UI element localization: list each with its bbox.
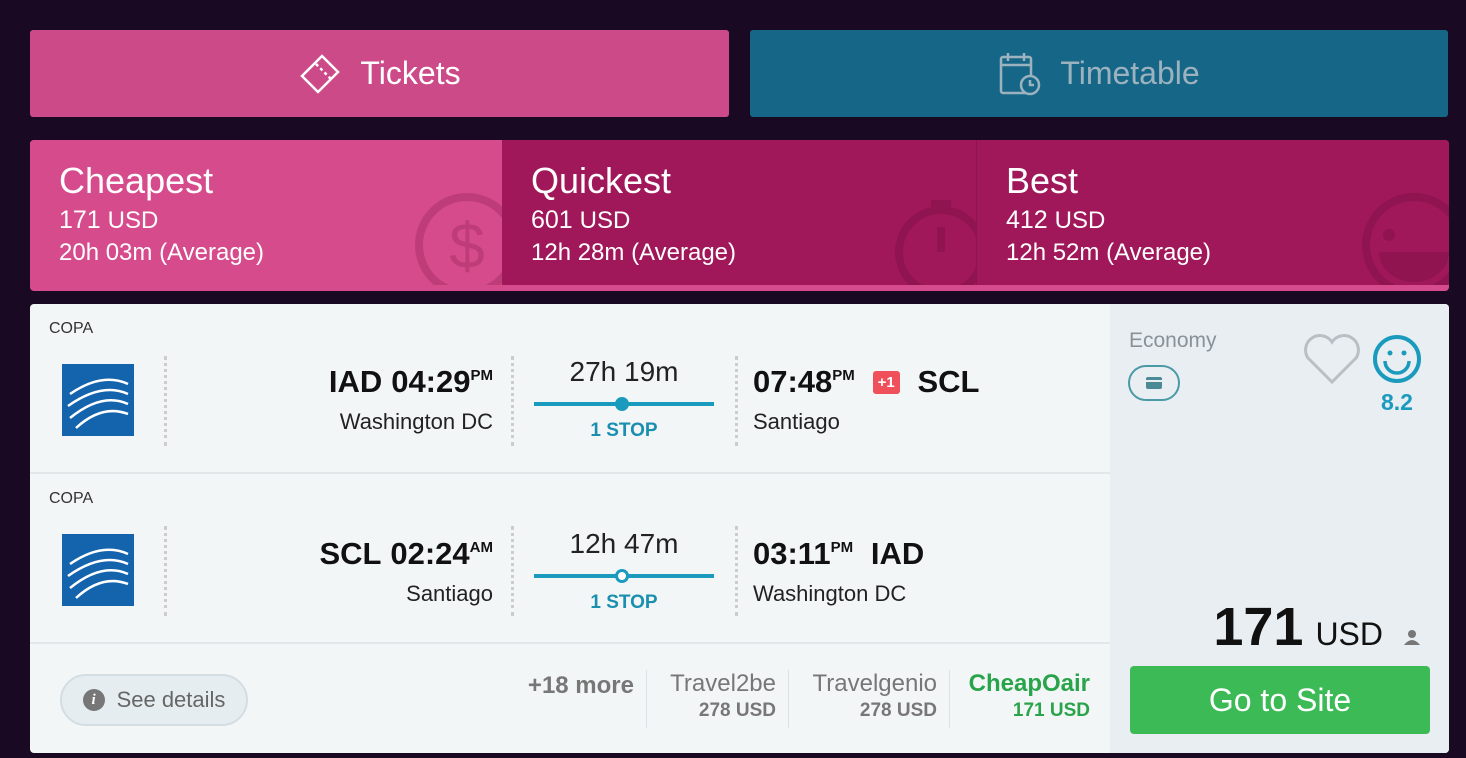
stopwatch-icon xyxy=(895,200,976,285)
day-offset-badge: +1 xyxy=(872,371,900,394)
tab-timetable[interactable]: Timetable xyxy=(750,30,1448,117)
card-icon xyxy=(1146,377,1162,389)
person-icon xyxy=(1404,630,1420,645)
sort-title: Best xyxy=(1006,160,1079,201)
arrival-time: 03:11PM xyxy=(753,536,854,571)
departure-code: SCL xyxy=(319,536,382,571)
arrival-code: SCL xyxy=(917,364,980,399)
airline-name: COPA xyxy=(49,320,94,337)
sort-best[interactable]: Best 412 USD 12h 52m (Average) xyxy=(976,140,1449,285)
smiley-rating-icon xyxy=(1373,335,1421,383)
sort-price: 601 xyxy=(531,206,573,234)
departure-city: Washington DC xyxy=(339,409,493,434)
more-agents-link[interactable]: +18 more xyxy=(527,672,634,699)
price-amount: 171 xyxy=(1213,597,1304,657)
go-to-site-button[interactable]: Go to Site xyxy=(1130,666,1430,734)
svg-text:$: $ xyxy=(449,210,485,282)
departure-time: 04:29PM xyxy=(391,364,493,399)
ticket-icon xyxy=(300,53,341,94)
sort-currency: USD xyxy=(579,207,631,234)
stop-dot xyxy=(615,397,629,411)
price-panel: Economy 8.2 171 USD Go to Site xyxy=(1110,304,1449,753)
agent-cheapoair[interactable]: CheapOair 171 USD xyxy=(949,670,1102,728)
rating-score: 8.2 xyxy=(1381,389,1413,415)
outbound-leg: COPA IAD 04:29PM Washington DC 27h 19m 1… xyxy=(30,304,1110,474)
sort-duration: 12h 52m (Average) xyxy=(1006,239,1212,266)
return-leg: COPA SCL 02:24AM Santiago 12h 47m 1 STOP… xyxy=(30,474,1110,644)
arrival-time: 07:48PM xyxy=(753,364,855,399)
sort-title: Quickest xyxy=(531,160,672,201)
stops-label[interactable]: 1 STOP xyxy=(590,420,658,441)
airline-logo xyxy=(62,534,134,606)
agent-travelgenio[interactable]: Travelgenio 278 USD xyxy=(788,670,949,728)
tab-timetable-label: Timetable xyxy=(1060,55,1200,91)
stops-label[interactable]: 1 STOP xyxy=(590,592,658,613)
airline-logo xyxy=(62,364,134,436)
sort-title: Cheapest xyxy=(59,160,214,201)
smiley-icon xyxy=(1362,193,1449,285)
departure-time: 02:24AM xyxy=(390,536,493,571)
fare-info-button[interactable] xyxy=(1128,365,1180,401)
agent-travel2be[interactable]: Travel2be 278 USD xyxy=(646,670,788,728)
flight-duration: 12h 47m xyxy=(569,528,679,559)
sort-price: 171 xyxy=(59,206,101,234)
sort-duration: 20h 03m (Average) xyxy=(59,239,265,266)
sort-price: 412 xyxy=(1006,206,1048,234)
result-card: COPA IAD 04:29PM Washington DC 27h 19m 1… xyxy=(30,304,1449,753)
sort-currency: USD xyxy=(1054,207,1106,234)
tab-tickets-label: Tickets xyxy=(360,55,461,91)
arrival-city: Santiago xyxy=(753,409,840,434)
sort-cheapest[interactable]: $ Cheapest 171 USD 20h 03m (Average) xyxy=(30,140,502,285)
see-details-label: See details xyxy=(116,687,226,712)
price-currency: USD xyxy=(1315,616,1383,652)
cabin-class: Economy xyxy=(1129,329,1217,352)
info-icon: i xyxy=(82,689,105,711)
stop-dot xyxy=(615,569,629,583)
see-details-button[interactable]: i See details xyxy=(60,674,248,726)
flight-duration: 27h 19m xyxy=(569,356,679,387)
departure-city: Santiago xyxy=(406,581,493,606)
heart-icon[interactable] xyxy=(1302,332,1362,386)
sort-currency: USD xyxy=(107,207,159,234)
sort-quickest[interactable]: Quickest 601 USD 12h 28m (Average) xyxy=(502,140,976,285)
arrival-code: IAD xyxy=(870,536,925,571)
dollar-icon: $ xyxy=(415,193,502,285)
arrival-city: Washington DC xyxy=(753,581,907,606)
result-footer: i See details +18 more Travel2be 278 USD … xyxy=(30,646,1110,753)
tab-tickets[interactable]: Tickets xyxy=(30,30,729,117)
sort-options: $ Cheapest 171 USD 20h 03m (Average) Qui… xyxy=(30,140,1449,291)
sort-duration: 12h 28m (Average) xyxy=(531,239,737,266)
calendar-clock-icon xyxy=(1000,52,1041,95)
departure-code: IAD xyxy=(328,364,383,399)
airline-name: COPA xyxy=(49,490,94,507)
